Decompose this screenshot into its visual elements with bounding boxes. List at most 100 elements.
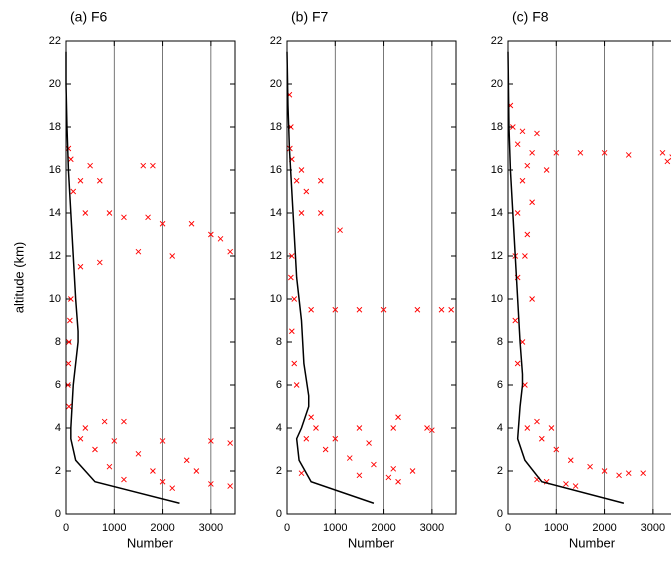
plot-frame <box>286 40 457 515</box>
y-tick-label: 22 <box>49 35 61 47</box>
point <box>534 130 540 137</box>
point <box>669 154 671 160</box>
y-tick-label: 14 <box>49 207 61 219</box>
y-tick-label: 6 <box>497 379 503 391</box>
point <box>96 177 103 184</box>
point <box>409 468 416 474</box>
point <box>68 156 74 163</box>
y-tick-label: 4 <box>55 422 61 434</box>
y-tick-label: 8 <box>276 336 282 348</box>
point <box>534 418 540 425</box>
y-tick-label: 8 <box>497 336 503 348</box>
point <box>77 435 84 442</box>
point <box>82 425 89 431</box>
point <box>289 328 295 335</box>
point <box>548 425 555 431</box>
panel: (b) F7 0 1000 2000 3000 0 2 4 6 8 10 12 14 16 18 20 22 Nu… <box>270 9 457 550</box>
plot-frame <box>507 40 671 515</box>
point <box>380 306 387 313</box>
x-axis-label: Number <box>127 535 174 550</box>
point <box>390 466 397 472</box>
point <box>538 435 545 442</box>
point <box>227 440 233 446</box>
point <box>522 253 528 259</box>
y-tick-label: 2 <box>497 465 503 477</box>
point <box>332 306 339 313</box>
point <box>514 210 521 216</box>
point <box>514 360 521 367</box>
x-axis-label: Number <box>569 535 616 550</box>
point <box>289 253 295 259</box>
x-tick-label: 0 <box>505 522 511 534</box>
point <box>70 188 77 195</box>
point <box>159 220 166 227</box>
point <box>193 468 200 474</box>
y-tick-label: 22 <box>270 35 282 47</box>
y-tick-label: 0 <box>497 508 503 520</box>
y-tick-label: 18 <box>491 121 503 133</box>
point <box>169 485 176 492</box>
x-axis-label: Number <box>348 535 395 550</box>
point <box>510 124 516 130</box>
point <box>366 440 372 446</box>
point <box>111 438 118 444</box>
point <box>65 360 72 367</box>
panel-title: (b) F7 <box>291 9 329 25</box>
point <box>414 306 421 313</box>
point <box>616 472 622 479</box>
point <box>572 483 579 489</box>
point <box>659 149 666 156</box>
point <box>135 248 142 255</box>
point <box>553 149 560 156</box>
point <box>395 478 401 485</box>
point <box>227 483 233 489</box>
y-tick-label: 12 <box>49 250 61 262</box>
point <box>208 231 214 238</box>
point <box>67 317 73 324</box>
point <box>543 167 550 173</box>
point <box>92 446 98 453</box>
point <box>208 481 214 487</box>
point <box>87 162 93 169</box>
panel-title: (c) F8 <box>512 9 549 25</box>
y-tick-label: 22 <box>491 35 503 47</box>
y-tick-label: 18 <box>49 121 61 133</box>
point <box>150 468 156 474</box>
y-tick-label: 20 <box>270 78 282 90</box>
point <box>291 296 298 302</box>
profile-line <box>286 51 375 504</box>
x-tick-label: 3000 <box>199 522 223 534</box>
y-tick-label: 16 <box>491 164 503 176</box>
point <box>66 403 72 410</box>
point <box>529 296 535 302</box>
point <box>293 382 300 388</box>
point <box>664 158 671 165</box>
point <box>601 149 608 156</box>
y-tick-label: 2 <box>55 465 61 477</box>
point <box>227 248 233 255</box>
point <box>183 457 190 464</box>
x-tick-label: 1000 <box>102 522 126 534</box>
point <box>121 476 127 483</box>
point <box>424 425 430 431</box>
point <box>106 210 113 216</box>
x-tick-label: 2000 <box>371 522 395 534</box>
point <box>208 438 214 444</box>
point <box>514 141 521 148</box>
point <box>308 414 314 421</box>
point <box>438 306 445 313</box>
point <box>303 188 310 195</box>
point <box>524 231 531 238</box>
point <box>395 414 401 421</box>
profile-line <box>507 51 625 504</box>
x-tick-label: 1000 <box>323 522 347 534</box>
point <box>448 306 454 313</box>
point <box>429 427 435 433</box>
y-tick-label: 16 <box>270 164 282 176</box>
point <box>587 463 593 470</box>
point <box>337 227 343 234</box>
point <box>640 470 647 476</box>
point <box>169 253 176 259</box>
point <box>140 162 147 169</box>
